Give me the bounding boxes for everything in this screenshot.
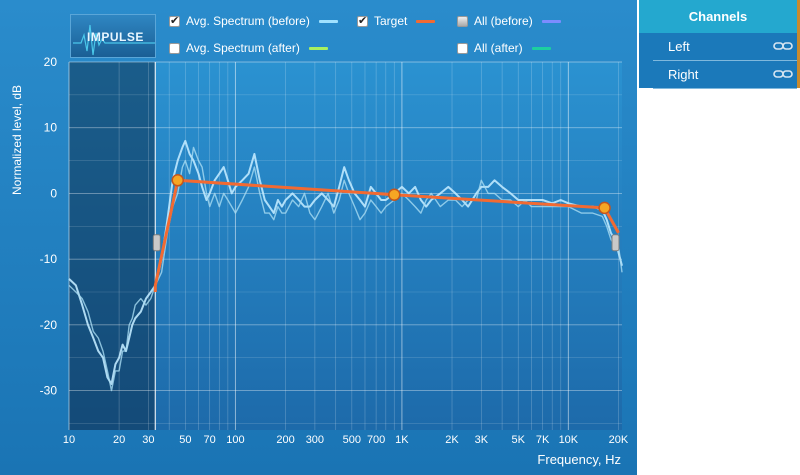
channel-left-label: Left xyxy=(668,39,690,54)
y-axis-label: Normalized level, dB xyxy=(10,85,24,195)
legend-all-before[interactable]: All (before) xyxy=(457,12,561,30)
x-tick-label: 20 xyxy=(113,434,125,446)
avg-before-checkbox[interactable] xyxy=(169,14,180,27)
range-grip-handle[interactable] xyxy=(152,234,161,252)
legend-label-avg-after: Avg. Spectrum (after) xyxy=(186,41,300,55)
channels-header: Channels xyxy=(639,0,797,33)
x-tick-label: 10K xyxy=(559,434,579,446)
x-tick-label: 1K xyxy=(395,434,409,446)
spectrum-panel: 10 20 30 50 70 100 200 300 500 700 1K 2K 3K 5K 7K 10K 20… xyxy=(0,0,637,475)
y-tick-label: 20 xyxy=(44,55,58,69)
impulse-button-label: IMPULSE xyxy=(87,30,144,44)
all-after-checkbox[interactable] xyxy=(457,42,468,54)
target-handle[interactable] xyxy=(171,174,184,187)
x-tick-label: 5K xyxy=(512,434,526,446)
x-tick-label: 500 xyxy=(343,434,361,446)
waveform-icon xyxy=(73,24,155,56)
avg-after-checkbox[interactable] xyxy=(169,42,180,54)
channel-left[interactable]: Left xyxy=(653,33,797,61)
avg-before-swatch xyxy=(318,19,338,23)
legend-avg-before[interactable]: Avg. Spectrum (before) xyxy=(169,12,338,30)
x-tick-label: 7K xyxy=(536,434,550,446)
avg-after-swatch xyxy=(308,46,328,50)
x-tick-label: 20K xyxy=(609,434,629,446)
channel-right[interactable]: Right xyxy=(653,61,797,89)
x-tick-label: 30 xyxy=(142,434,154,446)
x-tick-label: 50 xyxy=(179,434,191,446)
y-tick-label: -30 xyxy=(40,384,58,398)
target-checkbox[interactable] xyxy=(357,14,368,27)
plot-area xyxy=(69,62,622,430)
target-handle[interactable] xyxy=(598,201,611,215)
channel-right-label: Right xyxy=(668,67,699,82)
legend-label-target: Target xyxy=(374,14,408,28)
all-before-swatch xyxy=(541,19,561,23)
all-after-swatch xyxy=(531,46,551,50)
target-swatch xyxy=(416,19,436,23)
x-tick-label: 700 xyxy=(367,434,385,446)
x-tick-label: 300 xyxy=(306,434,324,446)
channels-panel: Channels Left Right xyxy=(639,0,800,89)
legend-target[interactable]: Target xyxy=(357,12,436,30)
legend-label-all-before: All (before) xyxy=(474,14,533,28)
x-tick-label: 3K xyxy=(475,434,489,446)
excluded-region xyxy=(69,62,156,430)
link-icon[interactable] xyxy=(773,69,793,79)
y-tick-label: -20 xyxy=(40,318,58,332)
target-handle[interactable] xyxy=(388,188,401,201)
y-tick-label: -10 xyxy=(40,252,58,266)
impulse-button[interactable]: IMPULSE xyxy=(70,14,156,58)
y-tick-label: 10 xyxy=(44,121,58,135)
legend-avg-after[interactable]: Avg. Spectrum (after) xyxy=(169,39,328,57)
avg-spectrum-before-line xyxy=(68,139,623,385)
legend-label-all-after: All (after) xyxy=(474,41,523,55)
x-tick-label: 70 xyxy=(204,434,216,446)
all-before-line xyxy=(68,146,623,392)
x-tick-label: 2K xyxy=(445,434,459,446)
x-tick-label: 10 xyxy=(63,434,75,446)
spectrum-chart[interactable]: 10 20 30 50 70 100 200 300 500 700 1K 2K 3K 5K 7K 10K 20… xyxy=(0,0,637,475)
x-tick-label: 200 xyxy=(276,434,294,446)
legend-label-avg-before: Avg. Spectrum (before) xyxy=(186,14,310,28)
link-icon[interactable] xyxy=(773,41,793,51)
x-tick-label: 100 xyxy=(226,434,244,446)
x-axis-label: Frequency, Hz xyxy=(537,452,621,467)
range-grip-handle[interactable] xyxy=(611,234,620,252)
legend-all-after[interactable]: All (after) xyxy=(457,39,551,57)
all-before-checkbox[interactable] xyxy=(457,15,468,27)
y-tick-label: 0 xyxy=(50,186,57,200)
